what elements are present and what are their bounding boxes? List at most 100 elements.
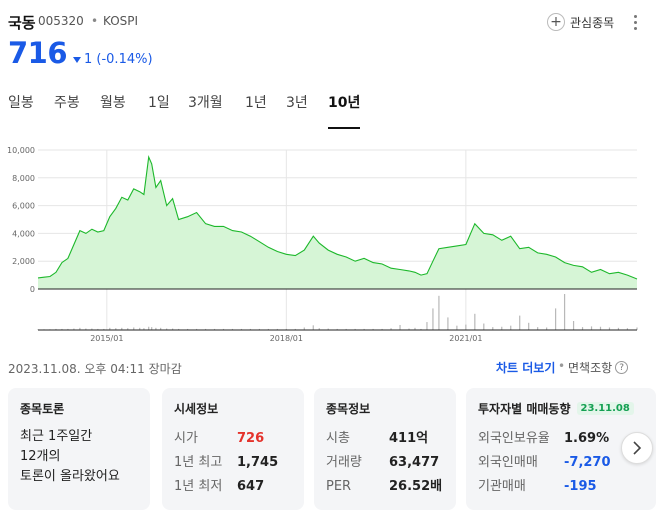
- discussion-card[interactable]: 종목토론 최근 1주일간 12개의 토론이 올라왔어요: [8, 388, 150, 510]
- tab-monthly[interactable]: 월봉: [100, 95, 126, 111]
- info-label: 거래량: [326, 455, 362, 470]
- card-title: 시세정보: [174, 402, 219, 416]
- info-label: 시가: [174, 431, 198, 446]
- volume-bar: [420, 328, 422, 330]
- volume-bar: [222, 328, 225, 330]
- volume-bar: [312, 325, 314, 330]
- volume-bar: [294, 328, 296, 330]
- stock-info-card[interactable]: 종목정보 시총 411억 거래량 63,477 PER 26.52배: [314, 388, 456, 510]
- volume-bar: [195, 328, 198, 330]
- discussion-line: 최근 1주일간: [20, 429, 93, 444]
- volume-bar: [213, 328, 216, 330]
- volume-bar: [285, 328, 287, 330]
- disclaimer-link[interactable]: 면책조항 ?: [568, 359, 629, 376]
- volume-bar: [73, 328, 75, 330]
- volume-bar: [204, 328, 207, 330]
- volume-bar: [148, 326, 150, 330]
- y-tick-label: 0: [30, 285, 35, 294]
- tab-daily[interactable]: 일봉: [8, 95, 34, 111]
- tab-1day[interactable]: 1일: [148, 95, 170, 111]
- volume-bar: [408, 328, 410, 330]
- card-title-row: 투자자별 매매동향 23.11.08: [478, 400, 644, 417]
- chevron-right-icon: [633, 441, 642, 455]
- info-value: 1.69%: [564, 431, 610, 446]
- volume-bar: [399, 324, 401, 330]
- volume-bar: [267, 328, 269, 330]
- volume-bar: [178, 328, 180, 330]
- volume-bar: [139, 327, 141, 330]
- tab-1year[interactable]: 1년: [245, 95, 267, 111]
- info-label: 외국인매매: [478, 455, 538, 470]
- info-value: 726: [237, 431, 265, 446]
- volume-bar: [492, 327, 494, 330]
- y-tick-label: 8,000: [12, 174, 35, 183]
- next-card-button[interactable]: [621, 432, 653, 464]
- chart-more-link[interactable]: 차트 더보기: [496, 361, 556, 375]
- volume-bar: [240, 328, 243, 330]
- stock-code: 005320: [38, 14, 84, 28]
- volume-bar: [121, 327, 123, 330]
- y-tick-label: 2,000: [12, 257, 35, 266]
- volume-bar: [345, 328, 347, 330]
- info-label: 1년 최고: [174, 455, 223, 470]
- volume-bar: [555, 308, 557, 330]
- discussion-line: 12개의: [20, 449, 61, 464]
- volume-bar: [103, 328, 105, 330]
- y-tick-label: 10,000: [7, 146, 35, 155]
- volume-bar: [414, 327, 416, 330]
- tab-3years[interactable]: 3년: [286, 95, 308, 111]
- help-icon: ?: [615, 361, 629, 374]
- market-name: KOSPI: [103, 14, 139, 28]
- info-row: PER 26.52배: [326, 475, 444, 499]
- more-options-icon[interactable]: [630, 12, 640, 32]
- tab-3months[interactable]: 3개월: [188, 95, 223, 111]
- discussion-line: 토론이 올라왔어요: [20, 469, 120, 484]
- volume-bar: [426, 322, 428, 330]
- volume-bar: [363, 328, 365, 330]
- info-value: 26.52배: [389, 479, 443, 494]
- info-value: 411억: [389, 431, 429, 446]
- x-tick-label: 2015/01: [90, 334, 123, 343]
- card-title: 종목정보: [326, 402, 371, 416]
- market-info-card[interactable]: 시세정보 시가 726 1년 최고 1,745 1년 최저 647: [162, 388, 304, 510]
- volume-bar: [303, 327, 305, 330]
- volume-bar: [501, 326, 503, 330]
- period-tabs: 일봉 주봉 월봉 1일 3개월 1년 3년 10년: [0, 93, 659, 131]
- volume-bar: [474, 313, 476, 330]
- info-row: 1년 최고 1,745: [174, 451, 292, 475]
- info-row: 시가 726: [174, 427, 292, 451]
- volume-bar: [155, 327, 157, 330]
- card-title: 종목토론: [20, 402, 65, 416]
- info-value: 63,477: [389, 455, 440, 470]
- volume-bar: [258, 328, 261, 330]
- volume-bar: [537, 327, 539, 330]
- volume-bar: [563, 294, 566, 330]
- investor-trend-card[interactable]: 투자자별 매매동향 23.11.08 외국인보유율 1.69% 외국인매매 -7…: [466, 388, 656, 510]
- tab-weekly[interactable]: 주봉: [54, 95, 80, 111]
- y-tick-label: 6,000: [12, 202, 35, 211]
- volume-bar: [599, 326, 602, 330]
- volume-bar: [67, 328, 69, 330]
- info-value: 1,745: [237, 455, 279, 470]
- info-value: -7,270: [564, 455, 611, 470]
- volume-bar: [85, 328, 87, 330]
- card-title: 투자자별 매매동향: [478, 402, 571, 416]
- price-chart[interactable]: 10,000 8,000 6,000 4,000 2,000 0 2015/01 2018/0…: [0, 138, 659, 348]
- volume-bar: [109, 327, 111, 330]
- x-tick-label: 2018/01: [270, 334, 303, 343]
- add-watchlist-button[interactable]: + 관심종목: [547, 11, 614, 33]
- info-row: 시총 411억: [326, 427, 444, 451]
- volume-bar: [127, 328, 129, 330]
- plus-icon: +: [547, 13, 565, 31]
- stock-name: 국동: [8, 14, 36, 32]
- separator-dot: •: [558, 359, 566, 373]
- tab-10years[interactable]: 10년: [328, 93, 361, 129]
- price-change-value: 1 (-0.14%): [84, 52, 153, 67]
- info-label: 기관매매: [478, 479, 526, 494]
- volume-bar: [510, 325, 512, 330]
- volume-bar: [608, 327, 611, 330]
- discussion-summary: 최근 1주일간 12개의 토론이 올라왔어요: [20, 427, 138, 487]
- volume-bar: [432, 308, 434, 330]
- volume-bar: [528, 322, 530, 330]
- volume-bar: [97, 328, 99, 330]
